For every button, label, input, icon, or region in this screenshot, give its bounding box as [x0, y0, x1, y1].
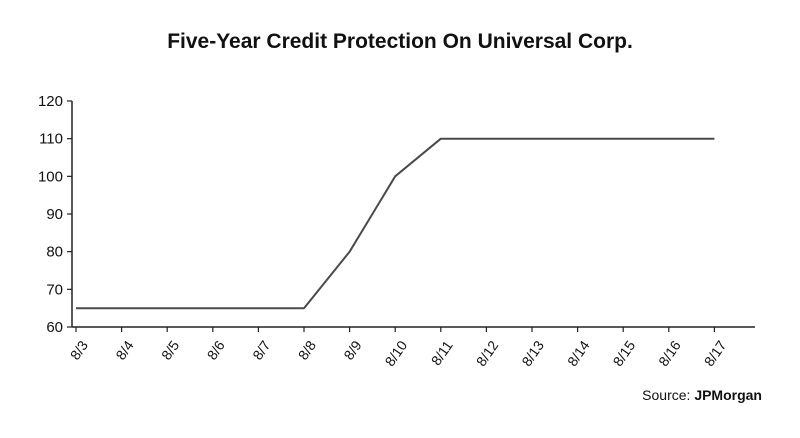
source-note: Source: JPMorgan: [642, 387, 762, 403]
x-axis-ticks: 8/3 8/4 8/5 8/6 8/7 8/8 8/9 8/10 8/11 8/12 8/13 8/1…: [67, 327, 730, 369]
x-tick-label: 8/7: [249, 337, 273, 362]
x-tick-label: 8/5: [158, 337, 182, 362]
y-tick-label: 100: [38, 168, 63, 185]
series-line: [76, 137, 715, 310]
x-tick-label: 8/9: [340, 337, 364, 362]
x-tick-label: 8/4: [112, 337, 136, 362]
y-axis-ticks: 60 70 80 90 100 110 120: [38, 93, 72, 336]
chart-title: Five-Year Credit Protection On Universal…: [167, 30, 633, 53]
x-tick-label: 8/17: [701, 337, 730, 369]
x-tick-label: 8/11: [428, 337, 456, 368]
x-tick-label: 8/10: [382, 337, 411, 369]
x-tick-label: 8/6: [204, 337, 228, 362]
x-tick-label: 8/16: [655, 337, 684, 369]
x-tick-label: 8/8: [295, 337, 319, 362]
x-tick-label: 8/13: [518, 337, 547, 369]
y-tick-label: 70: [46, 281, 63, 298]
series-group: [75, 137, 715, 310]
y-tick-label: 90: [46, 206, 63, 223]
y-tick-label: 110: [39, 131, 63, 148]
axes: [71, 101, 755, 328]
y-tick-label: 60: [46, 319, 63, 336]
x-tick-label: 8/3: [67, 337, 91, 362]
x-tick-label: 8/14: [564, 337, 593, 369]
x-tick-label: 8/15: [610, 337, 639, 369]
y-tick-label: 120: [38, 93, 63, 110]
y-tick-label: 80: [46, 244, 63, 261]
source-prefix: Source:: [642, 387, 691, 403]
x-tick-label: 8/12: [473, 337, 502, 369]
source-org: JPMorgan: [694, 387, 762, 403]
